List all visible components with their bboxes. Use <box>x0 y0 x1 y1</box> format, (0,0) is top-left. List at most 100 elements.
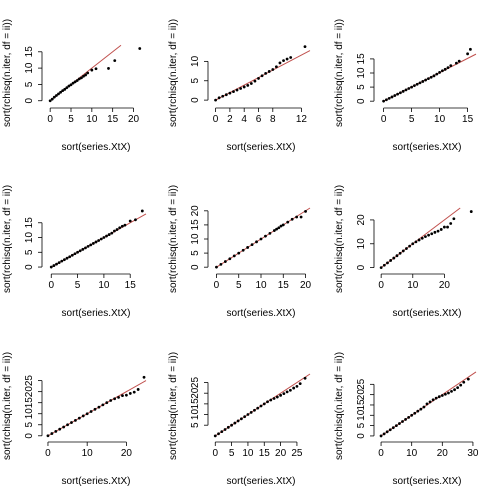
data-point <box>69 83 73 87</box>
x-tick-label: 20 <box>275 448 287 459</box>
data-point <box>217 96 221 100</box>
data-point <box>249 411 253 414</box>
data-point <box>275 227 278 231</box>
y-axis-label: sort(rchisq(n.iter, df = ii)) <box>2 185 13 293</box>
data-point <box>65 256 69 260</box>
x-tick-label: 0 <box>45 448 51 459</box>
data-point <box>408 244 412 248</box>
data-point <box>97 405 101 409</box>
data-point <box>46 434 50 438</box>
data-point <box>86 71 90 75</box>
data-point <box>419 407 423 411</box>
data-point <box>427 77 430 81</box>
x-tick-label: 4 <box>241 114 247 125</box>
x-tick-label: 5 <box>68 114 74 125</box>
x-tick-label: 6 <box>256 114 262 125</box>
y-tick-label: 15 <box>24 397 35 409</box>
data-point <box>86 244 90 248</box>
qq-panel-1: 0 5 10 15 20 0 5 10 15 sort(series.XtX) sort(rchis… <box>2 19 142 153</box>
data-point <box>457 59 461 63</box>
data-point <box>281 223 285 227</box>
y-tick-label: 20 <box>190 387 201 399</box>
data-point <box>269 398 273 402</box>
qq-panel-4: 0 5 10 15 0 5 10 15 sort(series.XtX) sort(rchisq(… <box>2 185 147 319</box>
data-point <box>278 61 282 65</box>
data-point <box>239 87 243 90</box>
y-tick-label: 0 <box>24 264 35 270</box>
data-point <box>437 395 441 399</box>
data-point <box>299 215 303 219</box>
x-tick-label: 0 <box>214 280 220 291</box>
data-point <box>275 395 279 399</box>
y-tick-label: 10 <box>356 67 367 79</box>
data-point <box>63 87 67 91</box>
data-point <box>424 235 427 239</box>
data-point <box>446 66 450 70</box>
data-point <box>385 98 388 102</box>
data-point <box>389 259 393 262</box>
y-axis-label: sort(rchisq(n.iter, df = ii)) <box>168 352 179 460</box>
data-point <box>55 262 58 266</box>
data-point <box>105 401 109 405</box>
y-tick-label: 20 <box>356 214 367 226</box>
y-tick-label: 15 <box>190 219 201 231</box>
data-point <box>115 228 119 231</box>
data-point <box>232 90 235 93</box>
data-point <box>420 236 424 240</box>
data-point <box>233 421 237 425</box>
data-point <box>113 397 117 401</box>
y-axis-label: sort(rchisq(n.iter, df = ii)) <box>334 19 345 127</box>
data-point <box>415 82 419 86</box>
y-tick-label: 0 <box>356 433 367 439</box>
data-point <box>274 65 278 69</box>
data-point <box>93 407 97 411</box>
data-point <box>80 76 83 80</box>
y-tick-label: 20 <box>24 386 35 398</box>
data-point <box>224 93 228 97</box>
data-point <box>436 229 440 233</box>
data-point <box>255 240 258 244</box>
data-point <box>49 265 53 269</box>
data-point <box>138 47 142 50</box>
x-tick-label: 10 <box>82 448 94 459</box>
data-point <box>285 57 289 61</box>
x-tick-label: 2 <box>227 114 233 125</box>
x-tick-label: 20 <box>121 448 133 459</box>
data-point <box>259 237 263 241</box>
x-axis-label: sort(series.XtX) <box>227 308 296 319</box>
qq-panel-7: 0 10 200510152025sort(series.XtX)sort(rchi… <box>2 352 147 487</box>
data-point <box>429 75 433 79</box>
data-point <box>52 95 56 99</box>
y-tick-label: 10 <box>24 232 35 244</box>
data-point <box>266 400 269 404</box>
data-point <box>59 90 62 94</box>
data-point <box>295 384 299 388</box>
data-point <box>390 95 394 99</box>
x-axis-label: sort(series.XtX) <box>393 308 462 319</box>
data-point <box>67 84 71 88</box>
data-point <box>236 419 240 423</box>
data-point <box>102 236 106 239</box>
x-tick-label: 0 <box>47 114 53 125</box>
data-point <box>61 89 65 93</box>
x-tick-label: 15 <box>107 114 119 125</box>
y-axis-label: sort(rchisq(n.iter, df = ii)) <box>168 19 179 127</box>
y-axis-label: sort(rchisq(n.iter, df = ii)) <box>2 19 13 127</box>
data-point <box>411 242 415 246</box>
x-tick-label: 8 <box>270 114 276 125</box>
data-point <box>107 67 110 70</box>
data-point <box>443 392 447 396</box>
data-point <box>427 233 430 237</box>
data-point <box>109 399 113 402</box>
x-tick-label: 0 <box>378 280 384 291</box>
y-tick-label: 5 <box>24 422 35 428</box>
data-point <box>449 64 453 68</box>
y-tick-label: 15 <box>24 46 35 58</box>
data-point <box>410 85 413 89</box>
data-point <box>388 428 392 432</box>
data-point <box>228 91 232 95</box>
data-point <box>94 240 98 244</box>
data-point <box>107 233 111 236</box>
y-tick-label: 10 <box>24 62 35 74</box>
qq-panel-9: 0 10 20 300510152025sort(series.XtX)sort(rc… <box>334 352 479 487</box>
